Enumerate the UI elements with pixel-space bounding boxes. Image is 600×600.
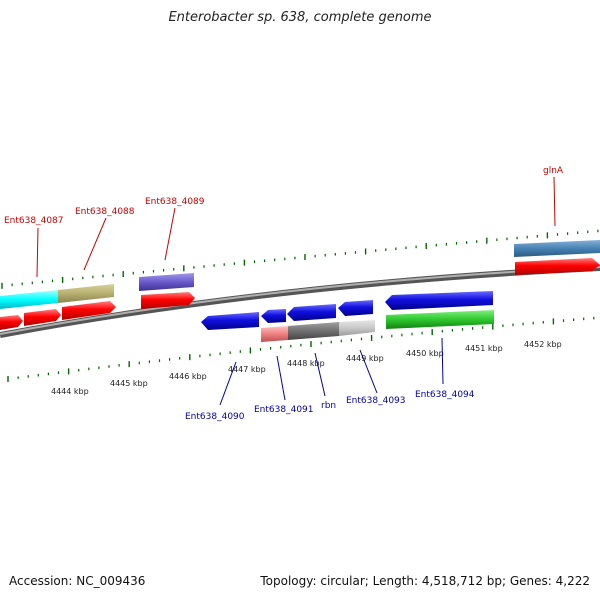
feature-red-arrow-glna[interactable]	[515, 258, 600, 275]
gene-label-glna[interactable]: glnA	[543, 166, 564, 176]
kbp-label: 4448 kbp	[287, 359, 325, 368]
kbp-label: 4449 kbp	[346, 354, 384, 363]
feature-red-arrow-3[interactable]	[62, 301, 116, 320]
kbp-label: 4450 kbp	[406, 349, 444, 358]
gene-label-ent638-4089[interactable]: Ent638_4089	[145, 197, 205, 207]
gene-label-ent638-4088[interactable]: Ent638_4088	[75, 207, 135, 217]
feature-lightgray[interactable]	[339, 320, 375, 336]
genome-title: Enterobacter sp. 638, complete genome	[168, 10, 432, 25]
feature-steelblue-glna[interactable]	[514, 240, 600, 257]
feature-darkgray[interactable]	[288, 322, 339, 340]
feature-blue-4094[interactable]	[385, 291, 493, 310]
gene-label-ent638-4094[interactable]: Ent638_4094	[415, 390, 475, 400]
kbp-label: 4445 kbp	[110, 379, 148, 388]
feature-pink[interactable]	[261, 326, 288, 342]
feature-cyan[interactable]	[0, 290, 58, 309]
kbp-label: 4451 kbp	[465, 344, 503, 353]
feature-blue-rbn[interactable]	[287, 304, 336, 321]
leader-line	[276, 355, 286, 401]
feature-blue-4091[interactable]	[261, 309, 286, 323]
genome-backbone-highlight	[0, 266, 600, 335]
feature-red-arrow-2[interactable]	[24, 309, 61, 326]
lower-feature-track	[201, 291, 494, 342]
feature-purple[interactable]	[139, 273, 194, 291]
feature-blue-4090[interactable]	[201, 312, 259, 330]
gene-label-ent638-4091[interactable]: Ent638_4091	[254, 405, 314, 415]
leader-line	[359, 349, 378, 394]
kbp-label: 4446 kbp	[169, 372, 207, 381]
gene-label-ent638-4087[interactable]: Ent638_4087	[4, 216, 64, 226]
upper-tick-scale	[1, 229, 599, 289]
feature-red-arrow-4089[interactable]	[141, 292, 195, 309]
leader-line	[314, 352, 326, 397]
lower-tick-scale	[7, 316, 595, 382]
genome-backbone	[0, 265, 600, 338]
leader-line	[83, 217, 107, 271]
gene-label-rbn[interactable]: rbn	[321, 401, 336, 411]
leader-line	[553, 176, 556, 227]
kbp-label: 4452 kbp	[524, 340, 562, 349]
lower-gene-labels: Ent638_4090 Ent638_4091 rbn Ent638_4093 …	[185, 337, 475, 422]
kbp-label: 4447 kbp	[228, 365, 266, 374]
feature-red-arrow-1[interactable]	[0, 315, 23, 330]
gene-label-ent638-4093[interactable]: Ent638_4093	[346, 396, 406, 406]
leader-line	[164, 207, 176, 261]
leader-line	[441, 337, 444, 385]
gene-label-ent638-4090[interactable]: Ent638_4090	[185, 412, 245, 422]
feature-blue-4093[interactable]	[338, 300, 373, 316]
leader-line	[219, 361, 237, 406]
accession-text: Accession: NC_009436	[9, 574, 146, 588]
kbp-label-group: 4444 kbp 4445 kbp 4446 kbp 4447 kbp 4448…	[51, 340, 562, 396]
feature-khaki[interactable]	[58, 284, 114, 303]
feature-green[interactable]	[386, 310, 494, 329]
upper-gene-labels: Ent638_4087 Ent638_4088 Ent638_4089 glnA	[4, 166, 564, 278]
topology-text: Topology: circular; Length: 4,518,712 bp…	[260, 574, 590, 588]
kbp-label: 4444 kbp	[51, 387, 89, 396]
leader-line	[36, 227, 39, 278]
upper-feature-track	[0, 240, 600, 330]
